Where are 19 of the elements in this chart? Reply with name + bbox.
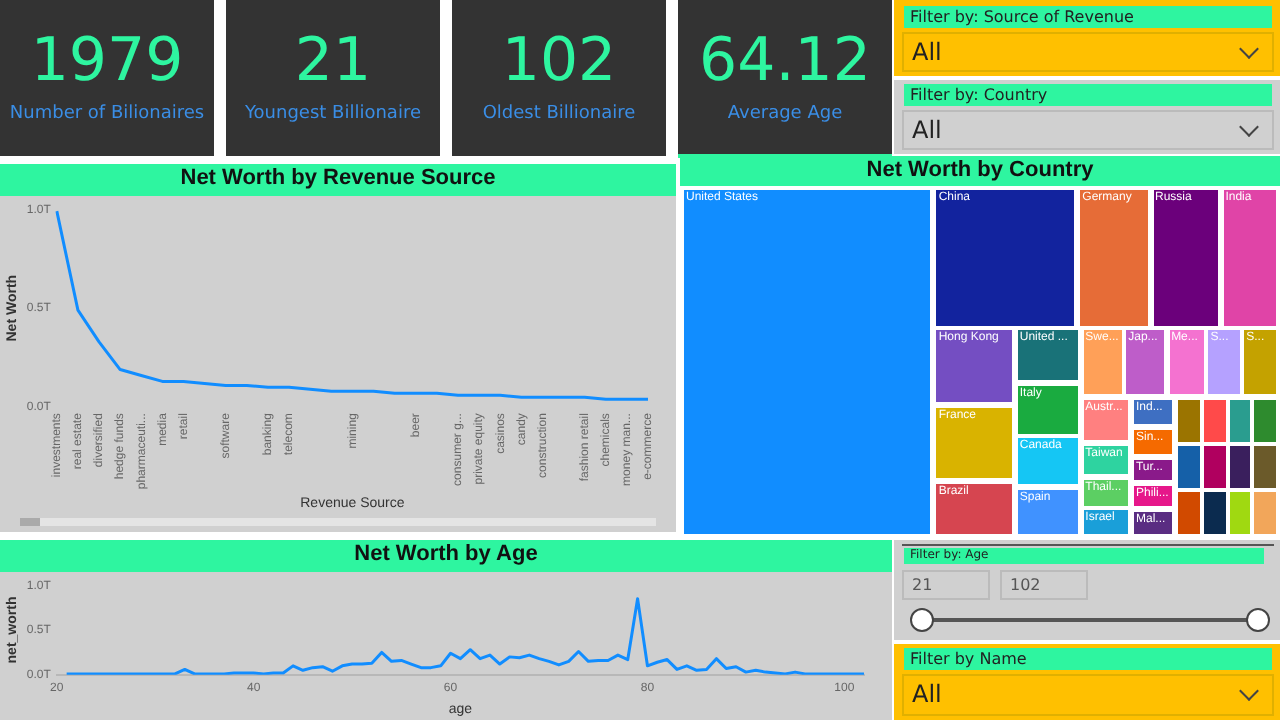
text: Filter by Name (904, 648, 1272, 670)
text: All (902, 110, 1274, 150)
text: Net Worth by Country (680, 156, 1280, 186)
text: Filter by: Country (904, 84, 1272, 106)
text: 102 (499, 26, 619, 96)
text: 1979 (28, 26, 186, 96)
chart-title: Net Worth by Age (0, 540, 892, 572)
text: Number of Bilionaires (7, 104, 207, 124)
text: 21 (902, 570, 990, 600)
text: Filter by: Source of Revenue (904, 6, 1272, 28)
text: 21 (292, 26, 374, 96)
text: Oldest Billionaire (480, 104, 638, 124)
text: 102 (1000, 570, 1088, 600)
text: 64.12 (697, 26, 873, 96)
text: Youngest Billionaire (243, 104, 423, 124)
text: Average Age (725, 104, 845, 124)
text: All (902, 32, 1274, 72)
chart-title: Net Worth by Revenue Source (0, 164, 676, 196)
text: All (902, 674, 1274, 716)
